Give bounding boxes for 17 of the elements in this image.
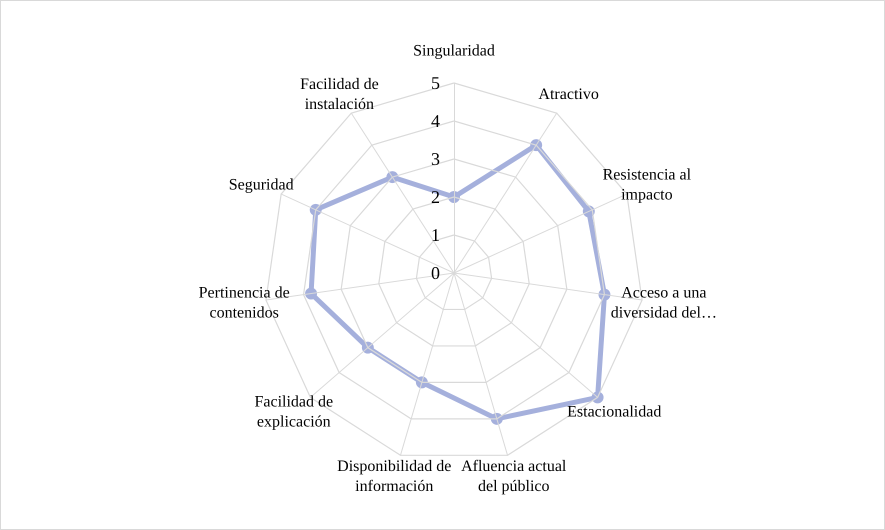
spoke-label: Pertinencia de contenidos xyxy=(198,284,290,322)
spoke-label: Afluencia actual del público xyxy=(461,458,567,495)
spoke-label: Resistencia al impacto xyxy=(602,166,692,204)
spoke-label: Singularidad xyxy=(413,42,495,60)
y-tick-label: 5 xyxy=(431,73,440,93)
spoke-label: Estacionalidad xyxy=(567,403,662,420)
y-tick-label: 0 xyxy=(431,263,440,283)
spoke-label: Atractivo xyxy=(538,86,599,104)
spoke-label: Disponibilidad de información xyxy=(337,458,452,495)
spoke-label: Acceso a una diversidad del… xyxy=(610,284,717,322)
y-tick-label: 4 xyxy=(431,111,440,131)
spoke-label: Facilidad de instalación xyxy=(300,76,379,114)
y-tick-label: 1 xyxy=(431,225,440,245)
spoke-label: Facilidad de explicación xyxy=(254,393,334,430)
spoke-label: Seguridad xyxy=(228,176,294,194)
y-tick-label: 3 xyxy=(431,149,440,169)
y-tick-label: 2 xyxy=(431,187,440,207)
